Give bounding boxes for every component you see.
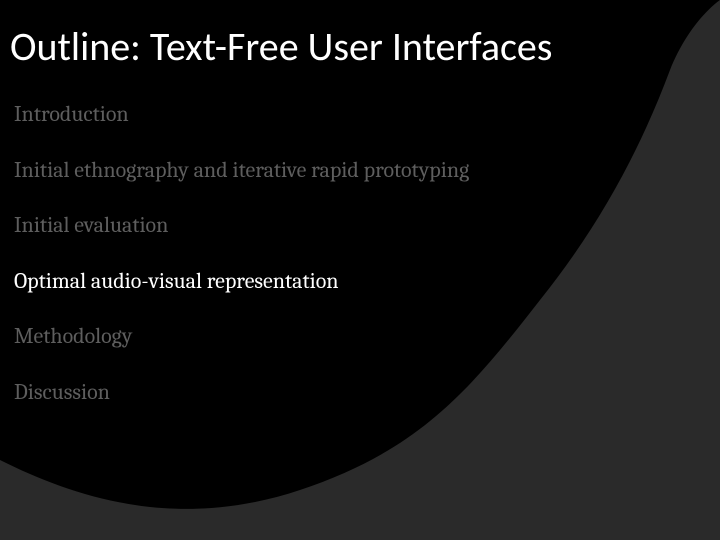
outline-item: Discussion [14, 379, 710, 407]
slide-title: Outline: Text-Free User Interfaces [10, 22, 710, 71]
outline-item: Initial ethnography and iterative rapid … [14, 157, 710, 185]
outline-list: Introduction Initial ethnography and iter… [10, 101, 710, 406]
outline-item: Initial evaluation [14, 212, 710, 240]
outline-item: Optimal audio-visual representation [14, 268, 710, 296]
slide: Outline: Text-Free User Interfaces Intro… [0, 0, 720, 540]
slide-content: Outline: Text-Free User Interfaces Intro… [0, 0, 720, 406]
outline-item: Methodology [14, 323, 710, 351]
outline-item: Introduction [14, 101, 710, 129]
